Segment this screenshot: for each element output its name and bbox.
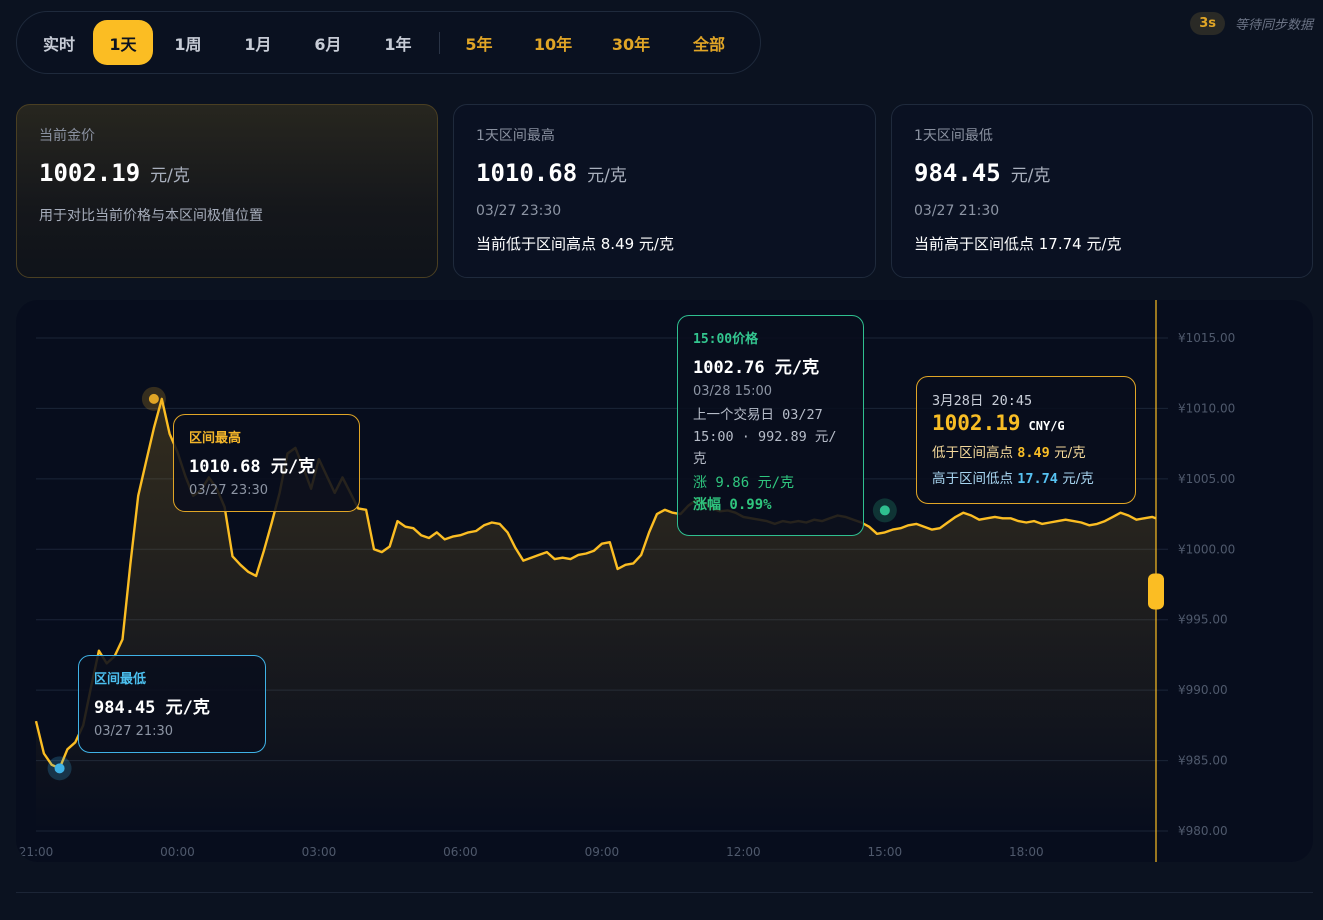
x-tick-label: 03:00 xyxy=(302,845,337,859)
card-value-row: 984.45 元/克 xyxy=(914,159,1290,187)
callout-value: 1002.76 元/克 xyxy=(693,358,820,378)
above-low-row: 高于区间低点 17.74 元/克 xyxy=(932,467,1120,487)
below-high-row: 低于区间高点 8.49 元/克 xyxy=(932,441,1120,461)
card-label: 1天区间最低 xyxy=(914,128,993,144)
y-tick-label: ¥1010.00 xyxy=(1178,401,1235,415)
callout-time: 03/28 15:00 xyxy=(693,384,773,399)
range-low-card: 1天区间最低 984.45 元/克 03/27 21:30 当前高于区间低点 1… xyxy=(891,104,1313,278)
sync-status: 3s 等待同步数据 xyxy=(1190,12,1313,35)
current-price-handle xyxy=(1148,573,1164,610)
card-value-row: 1010.68 元/克 xyxy=(476,159,853,187)
card-note: 用于对比当前价格与本区间极值位置 xyxy=(39,208,263,224)
callout-time: 3月28日 20:45 xyxy=(932,393,1033,409)
callout-time: 03/27 23:30 xyxy=(189,483,269,498)
tab-range-3[interactable]: 1月 xyxy=(244,34,272,54)
refresh-interval-badge: 3s xyxy=(1190,12,1225,35)
y-tick-label: ¥1015.00 xyxy=(1178,331,1235,345)
tab-separator xyxy=(439,31,440,54)
price-unit: 元/克 xyxy=(150,166,190,186)
high-marker xyxy=(148,393,159,404)
callout-value: 1010.68 元/克 xyxy=(189,457,316,477)
range-low-value: 984.45 xyxy=(914,159,1001,187)
x-tick-label: 06:00 xyxy=(443,845,478,859)
current-price-value: 1002.19 xyxy=(39,159,141,187)
callout-unit: CNY/G xyxy=(1028,419,1065,433)
point-marker xyxy=(879,505,890,516)
y-tick-label: ¥990.00 xyxy=(1178,683,1228,697)
current-price-callout: 3月28日 20:45 1002.19 CNY/G 低于区间高点 8.49 元/… xyxy=(916,376,1136,504)
card-value-row: 1002.19 元/克 xyxy=(39,159,415,187)
range-high-compare: 当前低于区间高点 8.49 元/克 xyxy=(476,235,674,253)
price-unit: 元/克 xyxy=(587,166,627,186)
callout-time: 03/27 21:30 xyxy=(94,724,174,739)
price-change: 涨 9.86 元/克 xyxy=(693,475,795,491)
below-high-unit: 元/克 xyxy=(1054,445,1086,461)
y-tick-label: ¥995.00 xyxy=(1178,613,1228,627)
above-low-label: 高于区间低点 xyxy=(932,471,1013,487)
tab-range-6[interactable]: 5年 xyxy=(465,34,493,54)
below-high-value: 8.49 xyxy=(1017,445,1050,461)
callout-title: 区间最低 xyxy=(94,672,147,687)
tab-range-7[interactable]: 10年 xyxy=(533,34,573,54)
current-price-card: 当前金价 1002.19 元/克 用于对比当前价格与本区间极值位置 xyxy=(16,104,438,278)
x-tick-label: 18:00 xyxy=(1009,845,1044,859)
y-tick-label: ¥985.00 xyxy=(1178,754,1228,768)
range-tabs: 实时 1天 1周 1月 6月 1年 5年 10年 30年 全部 xyxy=(16,11,761,74)
tab-range-0[interactable]: 实时 xyxy=(42,34,75,54)
range-high-callout: 区间最高 1010.68 元/克 03/27 23:30 xyxy=(173,414,360,512)
callout-value: 984.45 元/克 xyxy=(94,698,210,718)
range-high-value: 1010.68 xyxy=(476,159,578,187)
price-change-percent-text: 涨幅 0.99% xyxy=(693,497,772,513)
callout-value-row: 1002.19 CNY/G xyxy=(932,411,1120,435)
range-low-callout: 区间最低 984.45 元/克 03/27 21:30 xyxy=(78,655,266,753)
sync-status-text: 等待同步数据 xyxy=(1234,18,1313,33)
callout-current-value: 1002.19 xyxy=(932,411,1021,435)
tab-range-2[interactable]: 1周 xyxy=(174,34,202,54)
range-low-compare: 当前高于区间低点 17.74 元/克 xyxy=(914,235,1122,253)
y-tick-label: ¥1005.00 xyxy=(1178,472,1235,486)
x-tick-label: 09:00 xyxy=(585,845,620,859)
price-unit: 元/克 xyxy=(1010,166,1051,186)
tab-range-1[interactable]: 1天 xyxy=(93,20,153,65)
callout-title: 15:00价格 xyxy=(693,332,759,347)
above-low-unit: 元/克 xyxy=(1062,471,1094,487)
tab-range-4[interactable]: 6月 xyxy=(314,34,342,54)
tab-range-5[interactable]: 1年 xyxy=(384,34,412,54)
price-change-percent: 涨幅 0.99% xyxy=(693,494,848,514)
previous-day-price: 上一个交易日 03/27 15:00 · 992.89 元/克 xyxy=(693,407,837,467)
range-high-time: 03/27 23:30 xyxy=(476,203,562,219)
range-high-card: 1天区间最高 1010.68 元/克 03/27 23:30 当前低于区间高点 … xyxy=(453,104,876,278)
y-tick-label: ¥1000.00 xyxy=(1178,542,1235,556)
below-high-label: 低于区间高点 xyxy=(932,445,1013,461)
low-marker xyxy=(54,763,65,774)
point-price-callout: 15:00价格 1002.76 元/克 03/28 15:00 上一个交易日 0… xyxy=(677,315,864,536)
tab-range-8[interactable]: 30年 xyxy=(611,34,651,54)
x-tick-label: 15:00 xyxy=(868,845,903,859)
tab-range-9[interactable]: 全部 xyxy=(692,34,725,54)
y-tick-label: ¥980.00 xyxy=(1178,824,1228,838)
x-tick-label: 12:00 xyxy=(726,845,761,859)
x-tick-label: 00:00 xyxy=(160,845,195,859)
callout-title: 区间最高 xyxy=(189,431,242,446)
x-tick-label: 21:00 xyxy=(19,845,54,859)
card-label: 当前金价 xyxy=(39,128,95,144)
card-label: 1天区间最高 xyxy=(476,128,555,144)
above-low-value: 17.74 xyxy=(1017,471,1058,487)
range-low-time: 03/27 21:30 xyxy=(914,203,1000,219)
divider xyxy=(16,892,1313,893)
